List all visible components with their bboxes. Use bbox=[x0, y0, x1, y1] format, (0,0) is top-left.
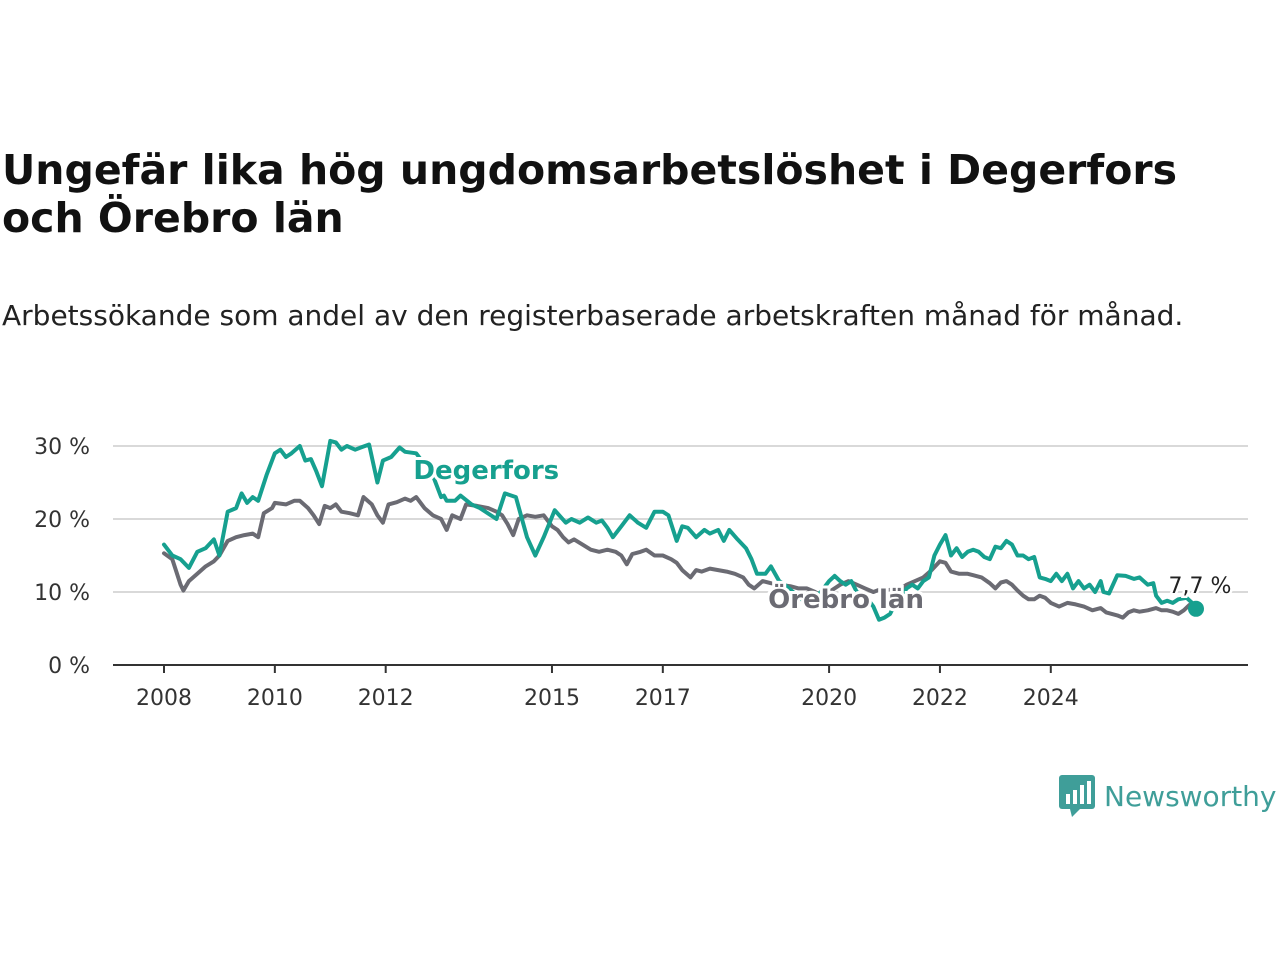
brand-name: Newsworthy bbox=[1104, 779, 1277, 813]
newsworthy-logo: Newsworthy bbox=[1058, 772, 1277, 820]
y-tick-label: 20 % bbox=[34, 508, 90, 533]
series-label-orebro: Örebro län bbox=[768, 582, 924, 615]
x-tick-label: 2024 bbox=[1023, 686, 1079, 710]
series-lines bbox=[162, 438, 1198, 622]
y-tick-label: 30 % bbox=[34, 435, 90, 460]
series-line-0 bbox=[162, 438, 1198, 622]
chart-subtitle: Arbetssökande som andel av den registerb… bbox=[2, 299, 1184, 332]
x-tick-label: 2010 bbox=[247, 686, 303, 710]
x-tick-label: 2012 bbox=[358, 686, 414, 710]
x-axis-ticks: 2008 2010 2012 2015 2017 2020 2022 2024 bbox=[136, 665, 1079, 710]
end-value-label: 7,7 % bbox=[1169, 574, 1232, 599]
y-tick-label: 10 % bbox=[34, 581, 90, 606]
series-labels: Degerfors Örebro län 7,7 % bbox=[410, 453, 1234, 618]
line-chart: 0 % 10 % 20 % 30 % 2008 2010 2012 2015 2017 2020… bbox=[34, 435, 1248, 710]
newsworthy-bar-chart-icon bbox=[1059, 775, 1095, 817]
x-tick-label: 2017 bbox=[635, 686, 691, 710]
series-line-1 bbox=[162, 495, 1198, 620]
end-point-marker bbox=[1188, 600, 1204, 617]
x-tick-label: 2020 bbox=[801, 686, 857, 710]
y-tick-label: 0 % bbox=[48, 654, 90, 679]
x-tick-label: 2015 bbox=[524, 686, 580, 710]
x-tick-label: 2008 bbox=[136, 686, 192, 710]
chart-title: Ungefär lika hög ungdomsarbetslöshet i D… bbox=[2, 146, 1178, 242]
gridlines bbox=[113, 445, 1248, 666]
x-tick-label: 2022 bbox=[912, 686, 968, 710]
series-label-degerfors: Degerfors bbox=[413, 456, 559, 486]
y-axis-ticks: 0 % 10 % 20 % 30 % bbox=[34, 435, 90, 679]
